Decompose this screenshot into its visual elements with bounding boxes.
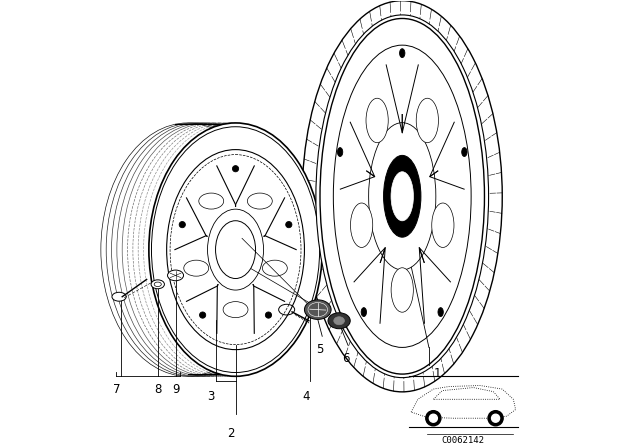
Ellipse shape xyxy=(184,260,209,276)
Text: 3: 3 xyxy=(207,390,215,403)
Ellipse shape xyxy=(337,147,343,156)
Ellipse shape xyxy=(361,308,367,317)
Text: 9: 9 xyxy=(172,383,179,396)
Ellipse shape xyxy=(391,268,413,312)
Text: 2: 2 xyxy=(227,427,235,440)
Ellipse shape xyxy=(266,312,271,318)
Ellipse shape xyxy=(461,147,467,156)
Text: 7: 7 xyxy=(113,383,120,396)
Text: 4: 4 xyxy=(302,390,310,403)
Ellipse shape xyxy=(416,98,438,143)
Ellipse shape xyxy=(199,193,224,209)
Ellipse shape xyxy=(200,312,205,318)
Text: 1: 1 xyxy=(433,367,441,380)
Ellipse shape xyxy=(232,166,239,172)
Ellipse shape xyxy=(179,221,186,228)
Circle shape xyxy=(426,411,441,426)
Ellipse shape xyxy=(262,260,287,276)
Ellipse shape xyxy=(223,302,248,318)
Circle shape xyxy=(492,414,500,422)
Ellipse shape xyxy=(285,221,292,228)
Ellipse shape xyxy=(432,203,454,247)
Ellipse shape xyxy=(305,300,331,319)
Ellipse shape xyxy=(391,172,413,221)
Ellipse shape xyxy=(334,317,344,325)
Ellipse shape xyxy=(351,203,372,247)
Text: 6: 6 xyxy=(342,352,349,365)
Ellipse shape xyxy=(333,45,471,347)
Ellipse shape xyxy=(151,280,164,289)
Circle shape xyxy=(488,411,503,426)
Ellipse shape xyxy=(216,221,255,279)
Ellipse shape xyxy=(399,49,405,58)
Ellipse shape xyxy=(328,313,350,329)
Ellipse shape xyxy=(369,123,436,270)
Ellipse shape xyxy=(438,308,444,317)
Ellipse shape xyxy=(149,123,322,376)
Ellipse shape xyxy=(112,292,126,301)
Ellipse shape xyxy=(366,98,388,143)
Ellipse shape xyxy=(166,150,305,349)
Ellipse shape xyxy=(168,270,184,281)
Circle shape xyxy=(429,414,437,422)
Ellipse shape xyxy=(316,15,488,378)
Text: 8: 8 xyxy=(154,383,161,396)
Ellipse shape xyxy=(383,155,421,237)
Ellipse shape xyxy=(302,1,502,392)
Ellipse shape xyxy=(207,209,264,290)
Text: C0062142: C0062142 xyxy=(442,436,485,445)
Text: 5: 5 xyxy=(316,343,324,356)
Ellipse shape xyxy=(248,193,272,209)
Ellipse shape xyxy=(320,18,484,374)
